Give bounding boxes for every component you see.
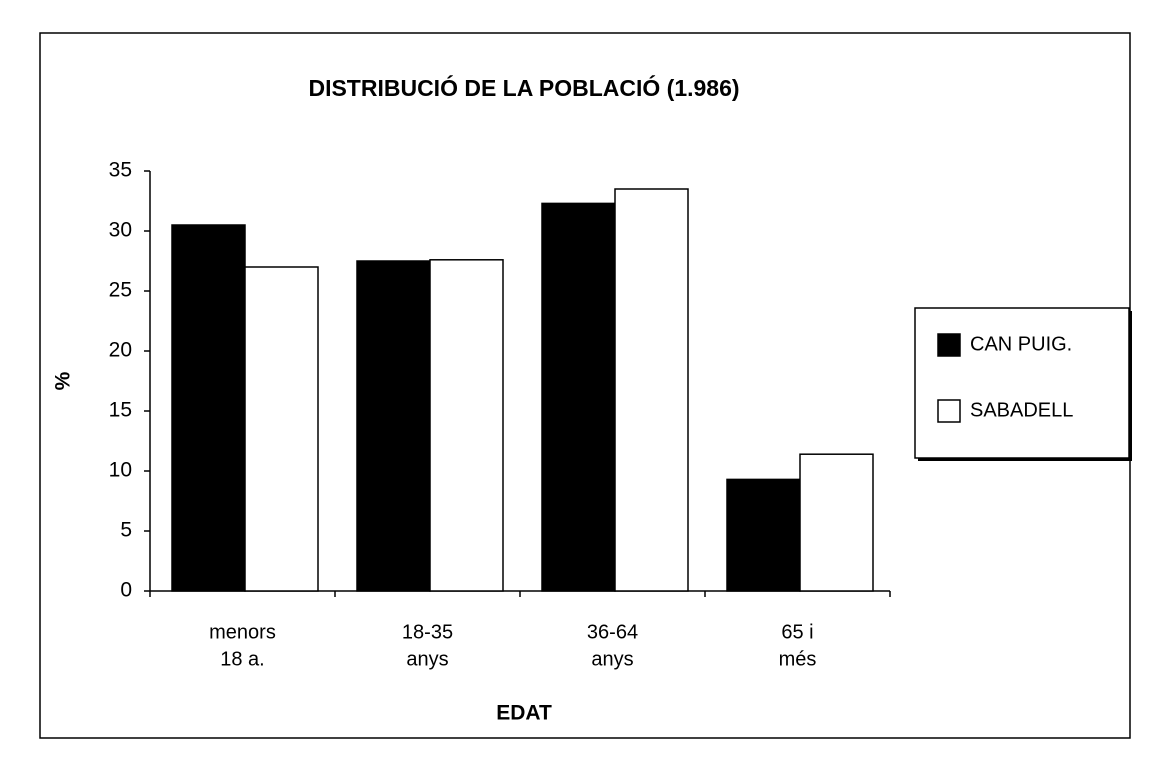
x-tick-label: menors xyxy=(209,621,276,643)
legend-box xyxy=(914,307,1130,459)
x-tick-label: anys xyxy=(406,648,448,670)
x-tick-label: 36-64 xyxy=(587,621,638,643)
legend-label: CAN PUIG. xyxy=(970,333,1072,355)
x-tick-label: 65 i xyxy=(781,621,813,643)
bar xyxy=(614,188,689,592)
chart-title: DISTRIBUCIÓ DE LA POBLACIÓ (1.986) xyxy=(308,74,739,101)
x-tick-label: més xyxy=(779,648,817,670)
legend-swatch xyxy=(937,399,961,423)
y-tick-label: 20 xyxy=(109,339,132,362)
y-tick-label: 35 xyxy=(109,159,132,182)
bar xyxy=(429,259,504,592)
x-tick-label: anys xyxy=(591,648,633,670)
bar xyxy=(244,266,319,592)
x-tick-label: 18 a. xyxy=(220,648,264,670)
y-tick-label: 15 xyxy=(109,399,132,422)
bar xyxy=(356,260,431,592)
legend-swatch xyxy=(937,333,961,357)
y-axis-label: % xyxy=(52,371,75,390)
legend-label: SABADELL xyxy=(970,399,1073,421)
bar xyxy=(726,478,801,592)
y-tick-label: 10 xyxy=(109,459,132,482)
x-tick-label: 18-35 xyxy=(402,621,453,643)
y-tick-label: 25 xyxy=(109,279,132,302)
y-tick-label: 30 xyxy=(109,219,132,242)
x-axis-label: EDAT xyxy=(496,702,552,725)
y-tick-label: 5 xyxy=(120,519,132,542)
y-tick-label: 0 xyxy=(120,579,132,602)
bar xyxy=(171,224,246,592)
bar xyxy=(799,453,874,592)
bar xyxy=(541,202,616,592)
